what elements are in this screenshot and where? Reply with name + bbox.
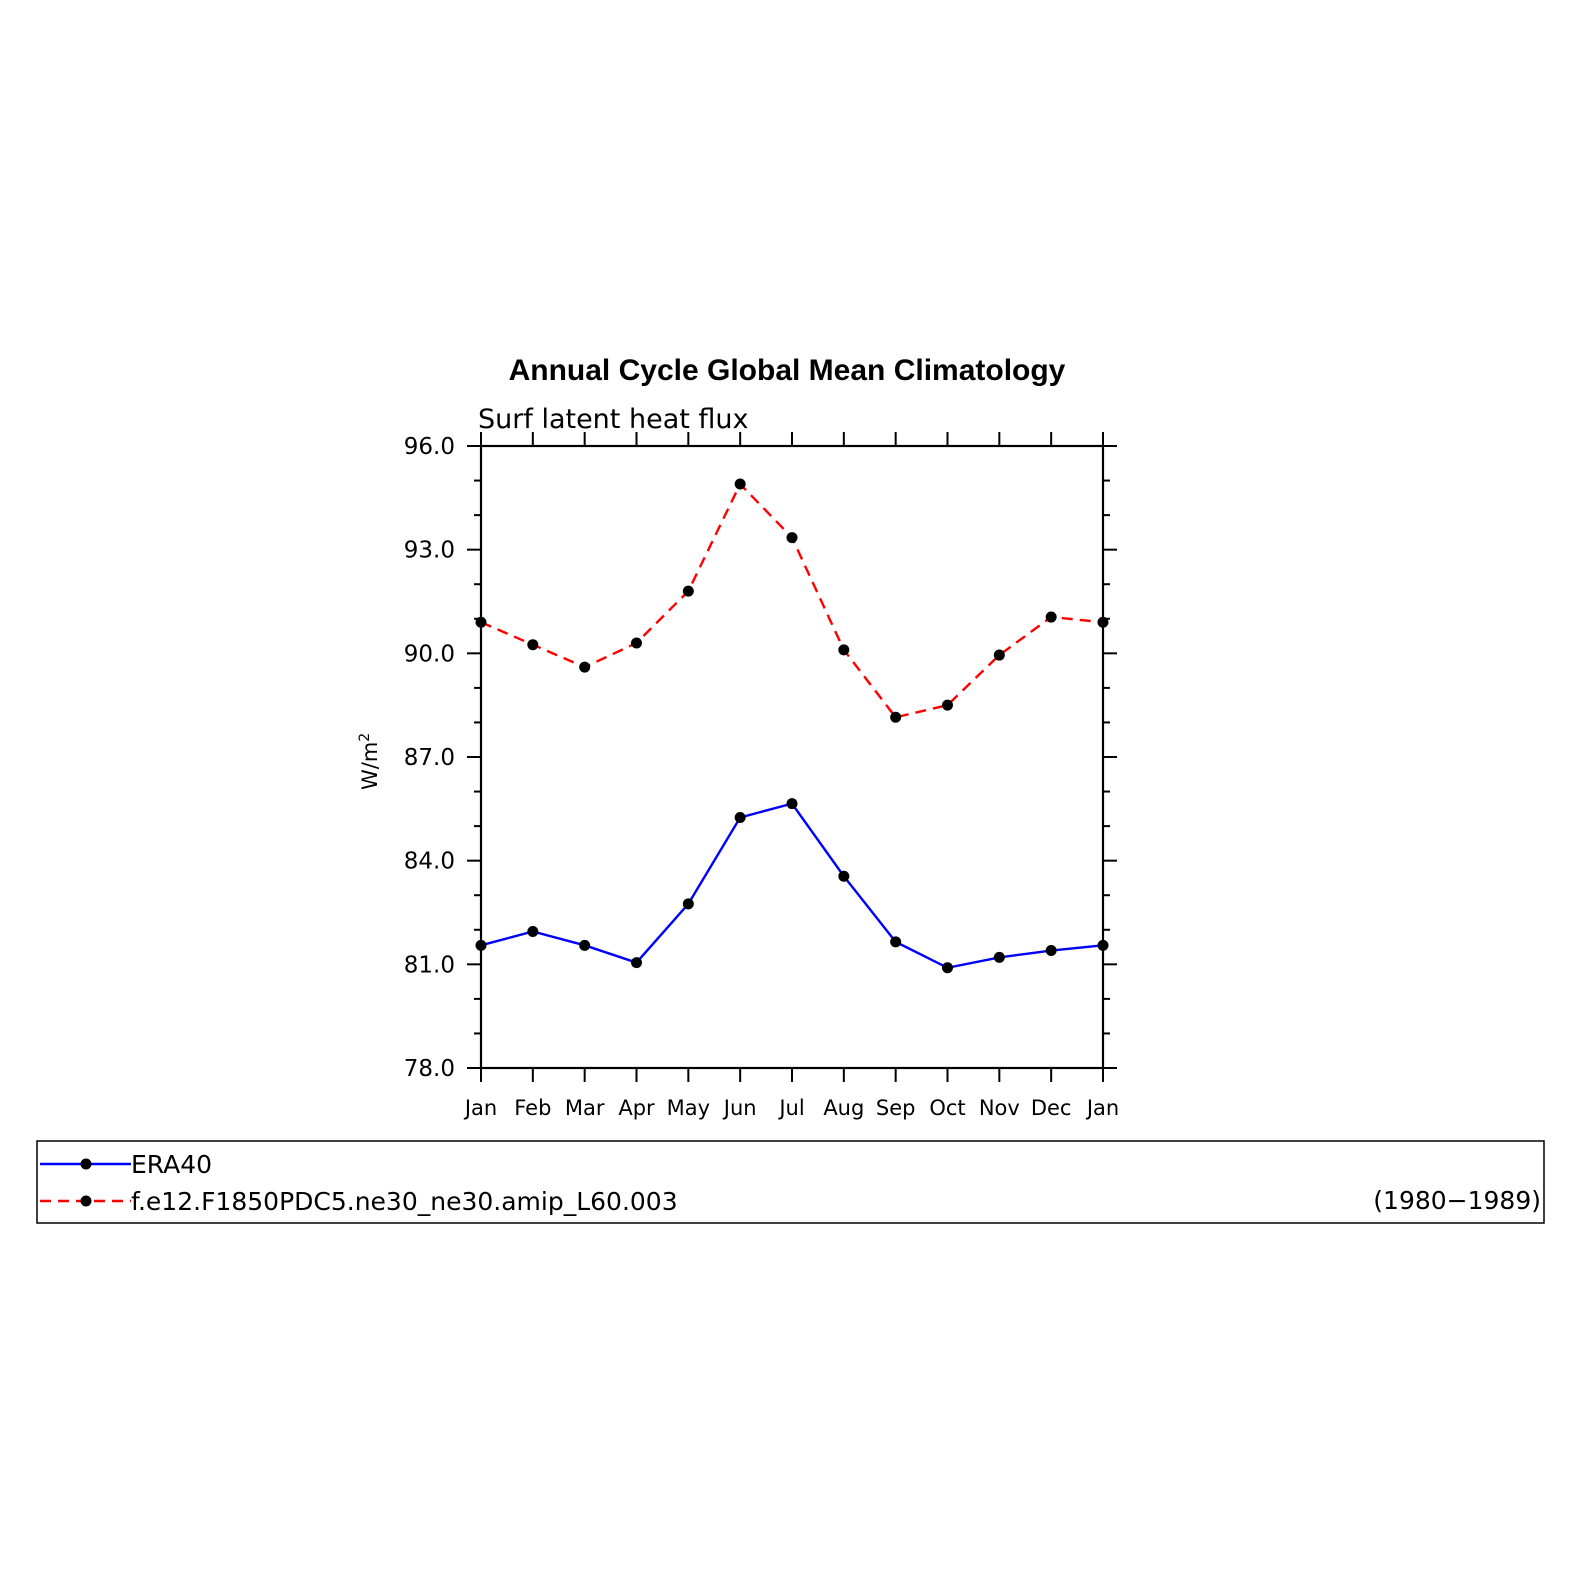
y-axis-label: W/m2 (357, 733, 382, 790)
legend-box (36, 1140, 1545, 1224)
x-tick-label: Oct (929, 1096, 965, 1120)
data-series (475, 478, 1109, 974)
chart-subtitle: Surf latent heat flux (478, 404, 749, 435)
legend: ERA40 f.e12.F1850PDC5.ne30_ne30.amip_L60.… (36, 1140, 1545, 1224)
y-tick-label: 93.0 (404, 538, 455, 564)
series-1-point (1097, 616, 1109, 628)
series-0-point (475, 939, 487, 951)
y-tick-label: 78.0 (404, 1056, 455, 1082)
series-1-point (631, 637, 642, 649)
series-0-point (734, 811, 746, 823)
legend-items: ERA40 f.e12.F1850PDC5.ne30_ne30.amip_L60.… (40, 1150, 678, 1216)
y-tick-label: 90.0 (404, 641, 455, 667)
legend-label-0: ERA40 (131, 1150, 212, 1179)
y-axis-label-superscript: 2 (357, 733, 373, 742)
series-0-point (786, 798, 798, 810)
series-1-point (579, 661, 591, 673)
x-tick-label: Jul (777, 1096, 804, 1120)
y-tick-label: 87.0 (404, 745, 455, 771)
x-tick-label: May (667, 1096, 710, 1120)
legend-marker-0 (80, 1158, 92, 1170)
series-0-point (993, 951, 1005, 963)
series-0-point (942, 962, 953, 974)
series-0-point (527, 926, 539, 938)
series-1-point (734, 478, 746, 490)
x-tick-labels: Jan Feb Mar Apr May Jun Jul Aug Sep Oct Nov Dec Jan (463, 1096, 1119, 1120)
series-0-point (1045, 945, 1057, 957)
x-tick-label: Mar (565, 1096, 605, 1120)
series-0-point (579, 939, 591, 951)
series-0-point (631, 957, 642, 969)
x-tick-label: Nov (979, 1096, 1020, 1120)
y-tick-labels: 78.0 81.0 84.0 87.0 90.0 93.0 96.0 (404, 434, 455, 1082)
series-1-point (786, 532, 798, 544)
x-tick-label: Jan (463, 1096, 497, 1120)
series-1-point (838, 644, 850, 656)
chart-title: Annual Cycle Global Mean Climatology (509, 354, 1066, 387)
series-1-point (682, 585, 694, 597)
series-1-point (475, 616, 487, 628)
series-1-point (1045, 611, 1057, 623)
legend-label-1: f.e12.F1850PDC5.ne30_ne30.amip_L60.003 (131, 1187, 678, 1216)
series-1-point (993, 649, 1005, 661)
series-1-point (527, 639, 539, 651)
legend-years: (1980−1989) (1373, 1186, 1541, 1215)
legend-marker-1 (80, 1195, 92, 1207)
y-tick-label: 84.0 (404, 849, 455, 875)
x-tick-label: Jun (722, 1096, 757, 1120)
series-1-point (942, 699, 953, 711)
series-0-point (838, 870, 850, 882)
x-tick-label: Dec (1031, 1096, 1072, 1120)
x-tick-label: Jan (1085, 1096, 1119, 1120)
x-tick-label: Apr (618, 1096, 655, 1120)
plot-axes (467, 432, 1117, 1082)
y-tick-label: 96.0 (404, 434, 455, 460)
series-0-point (1097, 939, 1109, 951)
series-1-point (890, 711, 902, 723)
series-line-1 (480, 481, 1104, 719)
series-0-point (890, 936, 902, 948)
y-tick-label: 81.0 (404, 952, 455, 978)
x-tick-label: Sep (876, 1096, 916, 1120)
series-line-0 (480, 802, 1104, 970)
x-tick-label: Aug (823, 1096, 864, 1120)
y-axis-label-text: W/m (358, 742, 382, 790)
series-0-point (682, 898, 694, 910)
x-tick-label: Feb (514, 1096, 551, 1120)
